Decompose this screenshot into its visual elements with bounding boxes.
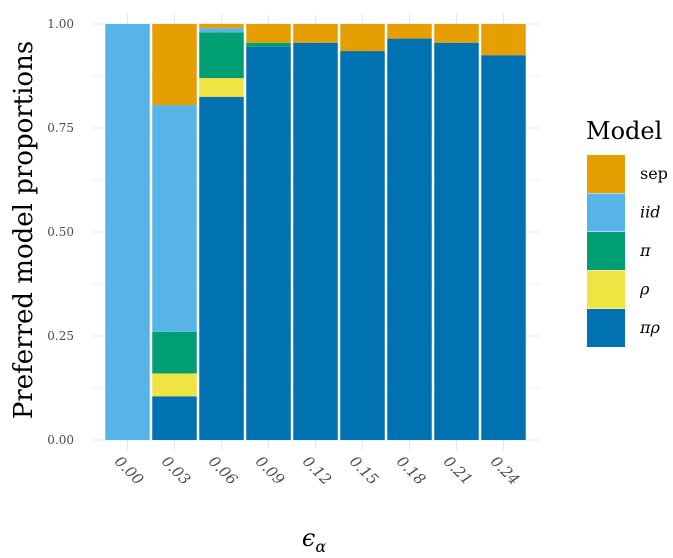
x-tick-label: 0.24: [487, 452, 523, 488]
bar-segment: [387, 24, 432, 39]
bars: [105, 24, 526, 441]
legend-swatch: [587, 232, 625, 270]
legend-swatch: [587, 193, 625, 232]
x-tick-label: 0.00: [111, 452, 148, 489]
bar-segment: [199, 96, 244, 441]
legend-title: Model: [586, 117, 662, 145]
x-tick-labels: 0.00 0.03 0.06 0.09 0.12 0.15 0.18 0.21 0.24: [111, 452, 523, 489]
bar-segment: [152, 331, 197, 374]
x-tick-label: 0.21: [440, 452, 476, 488]
bar-segment: [246, 24, 291, 43]
bar-segment: [293, 42, 338, 440]
legend-label: ρ: [639, 280, 650, 299]
x-tick-label: 0.15: [346, 452, 382, 488]
legend-label: sep: [640, 164, 668, 183]
bar-segment: [434, 42, 479, 440]
bar-segment: [152, 373, 197, 397]
bar-segment: [340, 51, 385, 440]
y-tick-label: 0.00: [47, 433, 74, 447]
y-tick-label: 0.25: [47, 329, 74, 343]
bar-segment: [293, 24, 338, 43]
x-axis-title: ϵα: [302, 524, 326, 556]
bar-segment: [105, 24, 150, 440]
legend-swatch: [587, 309, 625, 347]
y-axis-title: Preferred model proportions: [9, 41, 39, 419]
bar-segment: [434, 24, 479, 43]
bar-segment: [481, 55, 526, 440]
bar-segment: [199, 24, 244, 29]
legend-swatch: [587, 155, 625, 193]
y-tick-labels: 0.00 0.25 0.50 0.75 1.00: [47, 17, 74, 447]
bar-segment: [199, 78, 244, 97]
bar-segment: [340, 24, 385, 52]
x-tick-label: 0.12: [299, 452, 335, 488]
x-tick-label: 0.18: [393, 452, 429, 488]
y-tick-label: 1.00: [47, 17, 74, 31]
legend-label: iid: [640, 203, 660, 222]
bar-segment: [246, 46, 291, 440]
bar-segment: [481, 24, 526, 56]
bar-segment: [152, 24, 197, 106]
bar-segment: [152, 105, 197, 332]
legend-label: πρ: [639, 318, 661, 337]
y-tick-label: 0.75: [47, 121, 74, 135]
bar-segment: [387, 38, 432, 441]
bar-segment: [152, 396, 197, 440]
legend-swatch: [587, 270, 625, 309]
x-tick-label: 0.03: [158, 452, 194, 488]
x-tick-label: 0.06: [205, 452, 242, 489]
legend-label: π: [639, 241, 651, 260]
y-tick-label: 0.50: [47, 225, 74, 239]
bar-segment: [199, 32, 244, 79]
x-tick-label: 0.09: [252, 452, 289, 489]
bar-segment: [246, 42, 291, 47]
bar-segment: [199, 28, 244, 33]
